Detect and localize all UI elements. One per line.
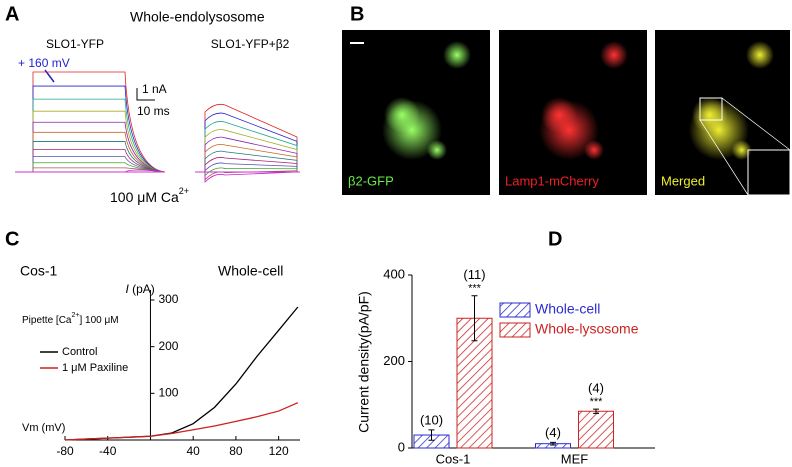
text-part: (pA) bbox=[129, 282, 155, 296]
signal bbox=[384, 97, 420, 133]
trace bbox=[15, 98, 166, 173]
legend-label: Control bbox=[62, 346, 97, 358]
count-label: (11) bbox=[463, 267, 485, 282]
zoom-line bbox=[699, 97, 791, 196]
panel-title: Whole-endolysosome bbox=[130, 9, 265, 25]
legend-swatch bbox=[499, 302, 531, 318]
text: 100 μM Ca bbox=[110, 189, 179, 205]
y-tick-label: 100 bbox=[158, 386, 178, 400]
count-label: (10) bbox=[420, 412, 443, 427]
scale-bar bbox=[136, 88, 155, 101]
zoom-box bbox=[699, 97, 723, 121]
y-tick-label: 200 bbox=[383, 353, 405, 368]
signal bbox=[427, 140, 447, 160]
error-bar bbox=[471, 295, 478, 342]
x-axis-label: Vm (mV) bbox=[22, 422, 65, 434]
count-label: (4) bbox=[545, 425, 561, 440]
legend-label: Whole-lysosome bbox=[535, 321, 639, 337]
panel-letter: B bbox=[350, 3, 364, 25]
x-tick-label: 120 bbox=[269, 444, 289, 458]
signal bbox=[443, 41, 471, 69]
x-tick-label: Cos-1 bbox=[436, 451, 471, 466]
inset bbox=[747, 149, 791, 196]
text-part: 2+ bbox=[71, 312, 79, 319]
trace bbox=[195, 171, 300, 183]
y-tick-label: 0 bbox=[398, 439, 405, 454]
text-part: Pipette [Ca bbox=[22, 315, 72, 326]
image-label: β2-GFP bbox=[348, 173, 394, 188]
line bbox=[64, 402, 299, 441]
annotation: Whole-cell bbox=[218, 263, 283, 279]
x-tick-label: MEF bbox=[561, 451, 589, 466]
image-label: Lamp1-mCherry bbox=[505, 173, 599, 188]
image-label: Merged bbox=[661, 173, 705, 188]
signal bbox=[745, 41, 774, 69]
y-axis-label: Current density(pA/pF) bbox=[356, 291, 372, 433]
bar bbox=[578, 410, 614, 449]
signal bbox=[600, 41, 628, 69]
signal bbox=[541, 97, 577, 133]
superscript: 2+ bbox=[179, 186, 189, 196]
trace bbox=[15, 131, 166, 173]
legend-label: Whole-cell bbox=[535, 301, 600, 317]
panel-letter: A bbox=[5, 3, 19, 25]
text-part: I bbox=[125, 282, 129, 296]
y-axis-label: I (pA) bbox=[125, 282, 154, 296]
condition-label: 100 μM Ca2+ bbox=[110, 186, 189, 204]
trace-label: SLO1-YFP bbox=[46, 37, 104, 51]
x-tick-label: -40 bbox=[99, 444, 117, 458]
y-tick-label: 300 bbox=[158, 292, 178, 306]
error-bar bbox=[550, 441, 556, 446]
scale-label: 1 nA bbox=[142, 82, 167, 96]
images: β2-GFP Lamp1-mCherry Merged bbox=[342, 30, 791, 196]
trace bbox=[15, 85, 166, 173]
panel-letter: C bbox=[5, 228, 19, 250]
signal bbox=[691, 97, 728, 133]
significance: *** bbox=[590, 396, 604, 408]
text-part: ] 100 μM bbox=[79, 315, 118, 326]
x-tick-label: 40 bbox=[187, 444, 201, 458]
traces bbox=[15, 71, 300, 183]
legend-label: 1 μM Paxiline bbox=[62, 362, 128, 374]
signal bbox=[731, 140, 752, 160]
trace-label: SLO1-YFP+β2 bbox=[211, 37, 290, 51]
y-tick-label: 200 bbox=[158, 339, 178, 353]
annotation: Cos-1 bbox=[20, 263, 58, 279]
scale-label: 10 ms bbox=[137, 104, 170, 118]
significance: *** bbox=[468, 283, 482, 295]
error-bar bbox=[428, 429, 435, 441]
count-label: (4) bbox=[588, 381, 604, 396]
x-tick-label: -80 bbox=[56, 444, 74, 458]
panel-letter: D bbox=[548, 228, 562, 250]
signal bbox=[584, 140, 604, 160]
annotation: Pipette [Ca2+] 100 μM bbox=[22, 312, 119, 326]
trace bbox=[195, 103, 300, 173]
x-tick-label: 80 bbox=[229, 444, 243, 458]
legend-swatch bbox=[499, 322, 531, 338]
voltage-label: + 160 mV bbox=[18, 56, 70, 70]
trace bbox=[195, 143, 300, 173]
error-bar bbox=[593, 408, 599, 414]
y-tick-label: 400 bbox=[383, 266, 405, 281]
